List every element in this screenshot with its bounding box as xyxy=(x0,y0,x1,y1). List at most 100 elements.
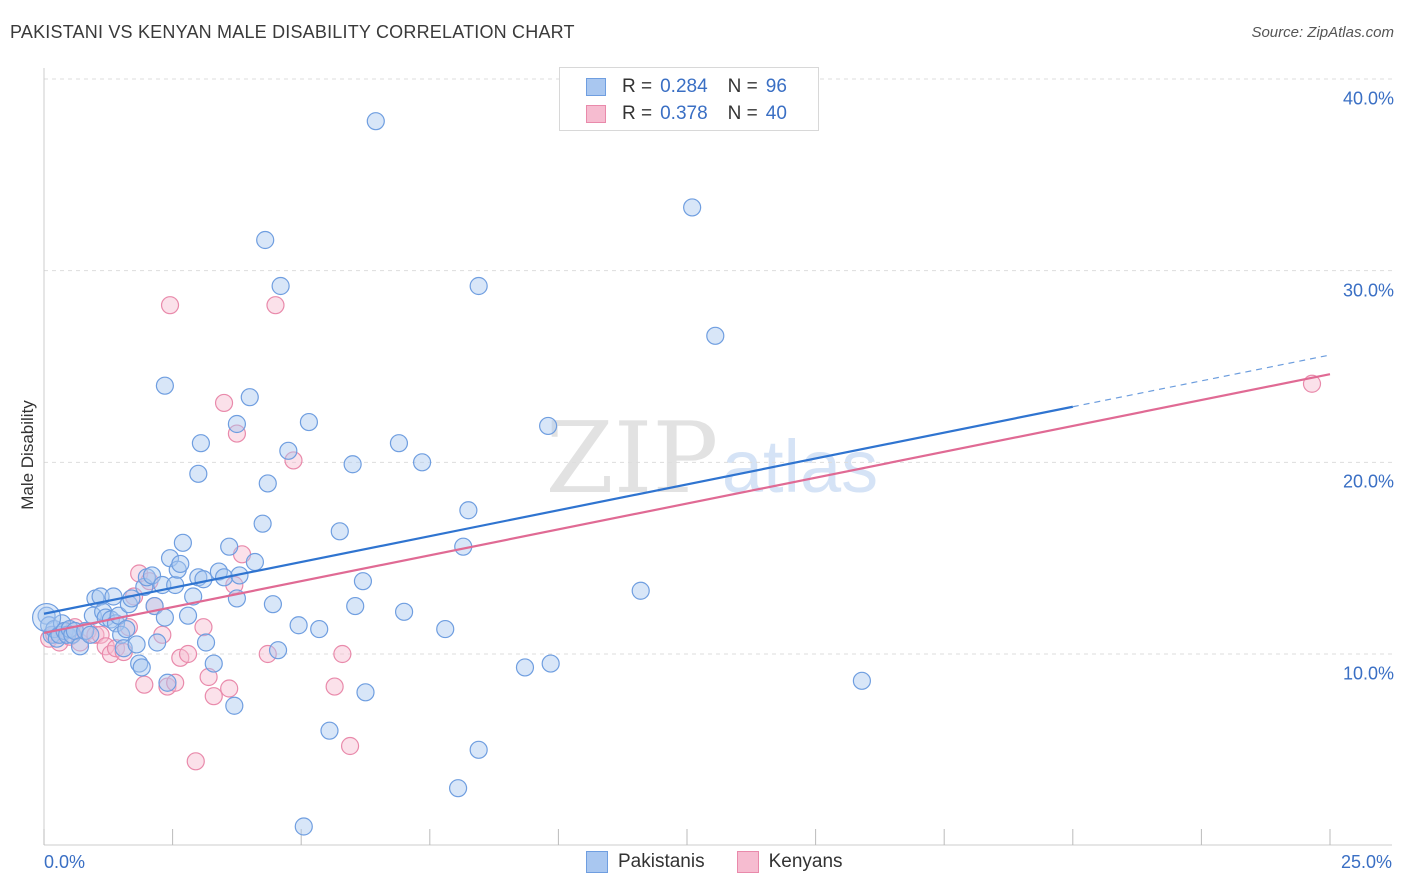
data-point xyxy=(155,608,174,627)
data-point-cluster xyxy=(31,602,62,633)
trend-line-pakistanis xyxy=(43,405,1074,615)
data-point xyxy=(310,619,329,639)
data-point xyxy=(191,434,210,453)
data-point xyxy=(186,752,205,771)
pakistanis-swatch xyxy=(586,78,606,96)
data-point xyxy=(199,667,218,687)
data-point xyxy=(112,625,131,644)
data-point xyxy=(184,587,203,606)
r-label: R = xyxy=(622,76,653,97)
pakistanis-legend-swatch xyxy=(586,851,608,873)
source-label: Source: ZipAtlas.com xyxy=(1251,24,1394,41)
data-point xyxy=(340,736,360,756)
data-point xyxy=(127,635,146,654)
series-legend: Pakistanis Kenyans xyxy=(586,851,875,873)
data-point xyxy=(683,198,702,217)
data-point xyxy=(515,658,535,677)
data-point xyxy=(178,644,198,664)
chart-title: PAKISTANI VS KENYAN MALE DISABILITY CORR… xyxy=(10,22,575,42)
data-point xyxy=(166,575,185,595)
data-point xyxy=(214,393,234,413)
data-point xyxy=(356,683,375,702)
data-point xyxy=(353,572,373,591)
data-point xyxy=(258,474,277,493)
watermark-atlas: atlas xyxy=(722,425,878,508)
r-label: R = xyxy=(622,103,653,124)
r-value: 0.284 xyxy=(660,76,708,97)
data-point xyxy=(245,552,265,572)
data-point xyxy=(436,619,455,639)
data-point xyxy=(266,296,285,315)
y-axis-label: Male Disability xyxy=(18,400,37,510)
y-tick-label: 40.0% xyxy=(1342,88,1394,109)
data-point xyxy=(178,606,198,625)
data-point xyxy=(284,451,303,470)
data-point xyxy=(541,654,560,673)
data-point xyxy=(539,416,558,436)
legend-item-pakistanis[interactable]: Pakistanis xyxy=(586,851,705,873)
stats-row-kenyans: R = 0.378 N = 40 xyxy=(586,102,787,126)
data-point xyxy=(706,326,725,345)
y-tick-label: 20.0% xyxy=(1342,471,1394,492)
n-label: N = xyxy=(727,103,758,124)
data-point xyxy=(271,276,290,296)
axes xyxy=(43,68,1392,846)
r-value: 0.378 xyxy=(660,103,708,124)
x-tick-label-max: 25.0% xyxy=(1340,852,1392,872)
stats-row-pakistanis: R = 0.284 N = 96 xyxy=(586,75,787,99)
legend-label-kenyans: Kenyans xyxy=(768,851,843,872)
data-point xyxy=(158,673,177,692)
data-point xyxy=(289,616,308,635)
watermark-zip: ZIP xyxy=(546,402,719,516)
data-point xyxy=(155,376,174,395)
data-point xyxy=(253,514,272,533)
data-point xyxy=(263,595,283,614)
data-point xyxy=(209,562,228,581)
data-point xyxy=(343,455,362,474)
data-point xyxy=(166,673,185,692)
data-point xyxy=(366,112,385,131)
data-point xyxy=(240,388,259,407)
legend-item-kenyans[interactable]: Kenyans xyxy=(736,851,843,873)
data-point xyxy=(389,434,409,453)
legend-label-pakistanis: Pakistanis xyxy=(618,851,705,872)
data-point xyxy=(469,276,488,296)
x-tick-label-min: 0.0% xyxy=(44,852,86,872)
stats-legend: R = 0.284 N = 96 R = 0.378 N = 40 xyxy=(559,67,819,131)
data-point xyxy=(194,618,213,637)
data-point xyxy=(117,619,136,639)
data-point xyxy=(459,501,478,520)
data-point xyxy=(135,675,154,694)
data-point xyxy=(132,658,151,677)
data-point xyxy=(86,625,105,644)
data-point xyxy=(258,644,277,664)
series-pakistanis-points xyxy=(31,112,871,836)
data-point xyxy=(204,654,223,673)
data-point xyxy=(469,740,488,759)
data-point xyxy=(173,533,192,552)
data-point xyxy=(294,817,313,836)
data-point xyxy=(189,464,208,483)
kenyans-legend-swatch xyxy=(736,851,759,873)
data-point xyxy=(448,779,468,798)
watermark: ZIP atlas xyxy=(546,402,879,516)
data-point xyxy=(171,554,190,574)
data-point xyxy=(220,537,239,556)
data-point xyxy=(220,679,239,698)
data-point xyxy=(325,677,344,696)
data-point xyxy=(346,596,365,616)
data-point xyxy=(148,633,167,652)
data-point xyxy=(196,633,216,652)
data-point xyxy=(225,696,244,715)
data-point xyxy=(631,581,650,600)
data-point xyxy=(160,296,180,315)
data-point xyxy=(320,721,339,740)
data-point xyxy=(330,522,349,541)
data-point xyxy=(256,230,275,250)
grid-lines xyxy=(44,78,1392,655)
data-point xyxy=(299,412,319,432)
data-point xyxy=(279,441,298,460)
data-point xyxy=(227,414,246,434)
y-tick-label: 10.0% xyxy=(1342,663,1394,684)
